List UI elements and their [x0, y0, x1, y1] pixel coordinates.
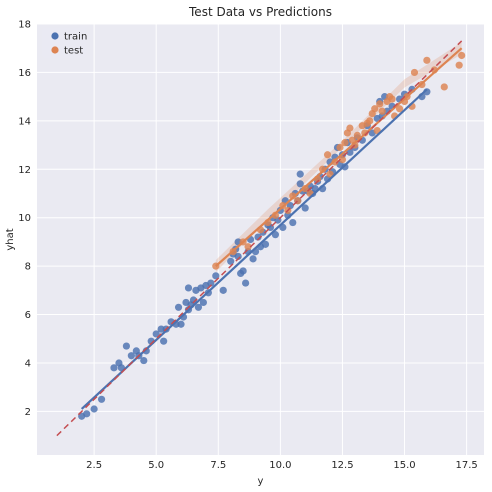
x-tick-label: 2.5 [86, 460, 102, 471]
legend-test-label: test [64, 46, 83, 57]
identity-line [56, 40, 463, 437]
test-point [376, 100, 384, 108]
test-point [388, 95, 396, 103]
train-point [199, 298, 207, 307]
train-point [212, 272, 220, 280]
test-point [346, 124, 354, 132]
train-point [90, 405, 98, 413]
train-point [152, 330, 160, 338]
train-point [254, 233, 262, 241]
legend-test-marker [51, 46, 59, 54]
test-point [395, 105, 404, 113]
train-point [189, 296, 198, 304]
train-point [83, 410, 91, 418]
test-point [341, 139, 349, 147]
train-point [157, 325, 165, 333]
x-tick-label: 7.5 [210, 460, 226, 471]
train-point [301, 204, 309, 212]
y-tick-label: 14 [18, 116, 31, 127]
train-point [177, 320, 185, 328]
train-point [346, 148, 354, 156]
y-tick-label: 4 [25, 358, 31, 369]
train-point [140, 356, 148, 365]
train-point [110, 364, 118, 372]
train-point [234, 252, 242, 261]
train-point [122, 342, 130, 350]
test-point [455, 61, 463, 69]
train-point [97, 395, 106, 403]
train-point [207, 279, 215, 287]
x-axis-ticks: 2.5 5.0 7.5 10.0 12.5 15.0 17.5 [86, 460, 478, 471]
train-point [271, 231, 279, 239]
train-point [296, 180, 304, 188]
train-point [219, 286, 227, 294]
train-point [194, 303, 203, 311]
y-tick-label: 2 [25, 407, 31, 418]
y-axis-label: yhat [5, 228, 16, 250]
y-tick-label: 8 [25, 262, 31, 273]
x-axis-label: y [258, 476, 264, 487]
train-point [239, 267, 247, 275]
test-point [410, 68, 419, 77]
test-point [301, 185, 309, 193]
train-point [227, 257, 235, 265]
train-point [174, 303, 183, 311]
test-fit-line [215, 47, 463, 267]
x-tick-label: 12.5 [331, 460, 353, 471]
y-axis-ticks: 2 4 6 8 10 12 14 16 18 [18, 20, 31, 418]
x-tick-label: 15.0 [393, 460, 415, 471]
y-tick-label: 6 [25, 310, 31, 321]
train-point [127, 352, 135, 360]
x-tick-label: 5.0 [148, 460, 164, 471]
legend-train-label: train [64, 32, 87, 43]
test-point [353, 131, 361, 139]
legend-train-marker [51, 32, 59, 40]
test-point [378, 107, 386, 115]
train-point [261, 240, 270, 248]
y-tick-label: 10 [18, 213, 31, 224]
test-point [336, 143, 344, 152]
x-tick-label: 10.0 [269, 460, 291, 471]
train-point [160, 337, 168, 345]
chart-title: Test Data vs Predictions [188, 5, 332, 19]
test-point [244, 243, 252, 251]
test-point [371, 105, 379, 113]
test-point [440, 83, 448, 91]
test-point [366, 117, 374, 125]
y-tick-label: 18 [18, 20, 31, 31]
train-point [242, 279, 250, 287]
legend: train test [42, 28, 87, 58]
train-point [289, 218, 297, 227]
train-point [184, 284, 193, 292]
train-point [296, 170, 304, 178]
train-point [142, 347, 150, 355]
test-point [323, 151, 332, 159]
train-point [249, 255, 257, 263]
x-tick-label: 17.5 [455, 460, 477, 471]
test-point [338, 155, 347, 164]
y-tick-label: 16 [18, 68, 31, 79]
test-point [423, 56, 431, 64]
test-point [458, 51, 466, 60]
grid-lines [37, 23, 484, 455]
y-tick-label: 12 [18, 165, 31, 176]
